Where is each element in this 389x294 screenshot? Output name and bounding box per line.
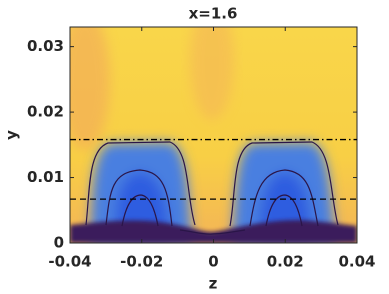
chart-title: x=1.6	[189, 5, 238, 23]
y-tick-label: 0.03	[27, 37, 64, 55]
color-field	[70, 27, 357, 243]
y-tick-label: 0	[54, 234, 64, 252]
y-axis-label: y	[3, 130, 21, 140]
x-tick-label: 0	[208, 253, 218, 271]
x-tick-label: 0.02	[267, 253, 304, 271]
x-tick-label: -0.02	[120, 253, 163, 271]
x-tick-label: 0.04	[338, 253, 375, 271]
y-tick-label: 0.01	[27, 168, 64, 186]
x-axis-label: z	[209, 275, 218, 293]
x-tick-label: -0.04	[48, 253, 91, 271]
y-tick-label: 0.02	[27, 103, 64, 121]
